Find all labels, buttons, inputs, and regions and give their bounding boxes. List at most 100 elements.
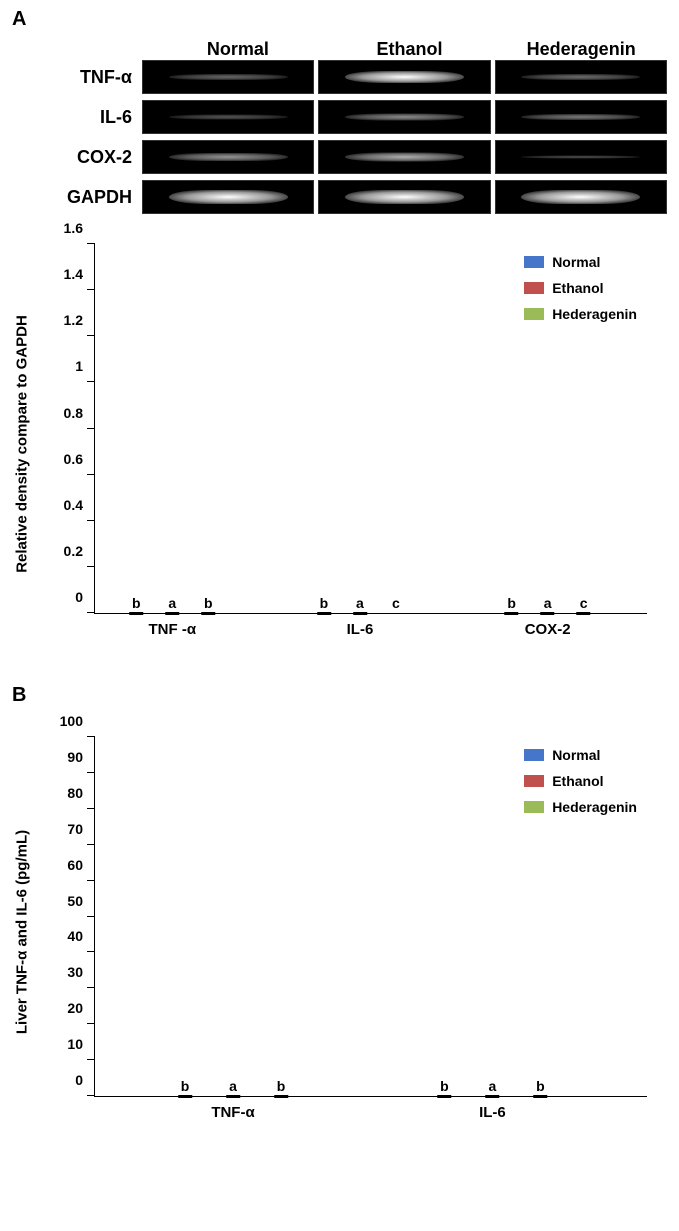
y-tick [87, 951, 95, 952]
significance-label: a [229, 1078, 237, 1094]
y-tick-label: 0.8 [64, 405, 95, 421]
panel-b-label: B [12, 684, 667, 707]
gel-lane [142, 140, 314, 174]
gel-row-label: COX-2 [42, 147, 142, 168]
legend-item: Hederagenin [524, 799, 637, 815]
gel-band [345, 153, 464, 162]
gel-band [169, 153, 288, 161]
gel-band [169, 190, 288, 204]
chart-b-legend: Normal Ethanol Hederagenin [524, 747, 637, 825]
y-tick [87, 772, 95, 773]
y-tick-label: 0.4 [64, 497, 95, 513]
legend-label: Ethanol [552, 280, 603, 296]
y-tick-label: 1 [75, 358, 95, 374]
y-tick-label: 100 [60, 713, 95, 729]
y-tick [87, 808, 95, 809]
significance-label: b [204, 595, 213, 611]
y-tick-label: 50 [67, 893, 95, 909]
gel-lane [495, 180, 667, 214]
significance-label: a [356, 595, 364, 611]
y-tick [87, 428, 95, 429]
gel-lane [318, 140, 490, 174]
panel-a: A Normal Ethanol Hederagenin TNF-αIL-6CO… [12, 8, 667, 654]
y-tick-label: 60 [67, 857, 95, 873]
significance-label: b [440, 1078, 449, 1094]
gel-row: COX-2 [42, 140, 667, 174]
y-tick [87, 1095, 95, 1096]
gel-lane [142, 100, 314, 134]
y-tick [87, 243, 95, 244]
x-category-label: IL-6 [479, 1096, 506, 1121]
y-tick [87, 916, 95, 917]
y-tick-label: 20 [67, 1000, 95, 1016]
y-tick-label: 0 [75, 1072, 95, 1088]
gel-row-label: TNF-α [42, 67, 142, 88]
gel-lane [142, 180, 314, 214]
legend-item: Ethanol [524, 773, 637, 789]
y-tick [87, 612, 95, 613]
gel-band [169, 115, 288, 120]
y-tick-label: 70 [67, 821, 95, 837]
x-category-label: TNF -α [148, 613, 196, 638]
gel-band [521, 114, 640, 120]
gel-lanes [142, 180, 667, 214]
legend-label: Hederagenin [552, 799, 637, 815]
y-tick-label: 10 [67, 1036, 95, 1052]
legend-swatch [524, 775, 544, 787]
chart-a-ylabel: Relative density compare to GAPDH [14, 315, 31, 573]
gel-band [345, 190, 464, 204]
legend-item: Normal [524, 254, 637, 270]
y-tick [87, 289, 95, 290]
y-tick [87, 736, 95, 737]
y-tick [87, 335, 95, 336]
legend-item: Hederagenin [524, 306, 637, 322]
y-tick [87, 566, 95, 567]
chart-a-plot: NormalEthanolHederagenin 00.20.40.60.811… [94, 244, 647, 614]
gel-lane [318, 180, 490, 214]
gel-band [521, 156, 640, 159]
gel-lanes [142, 140, 667, 174]
significance-label: a [544, 595, 552, 611]
legend-label: Normal [552, 747, 600, 763]
gel-lane [142, 60, 314, 94]
chart-b: Liver TNF-α and IL-6 (pg/mL) NormalEthan… [32, 727, 667, 1137]
y-tick-label: 40 [67, 928, 95, 944]
significance-label: c [392, 595, 400, 611]
y-tick [87, 474, 95, 475]
chart-b-ylabel: Liver TNF-α and IL-6 (pg/mL) [14, 830, 31, 1034]
y-tick [87, 381, 95, 382]
significance-label: b [320, 595, 329, 611]
y-tick-label: 80 [67, 785, 95, 801]
y-tick-label: 1.4 [64, 266, 95, 282]
legend-item: Ethanol [524, 280, 637, 296]
x-category-label: IL-6 [347, 613, 374, 638]
significance-label: b [132, 595, 141, 611]
gel-band [521, 74, 640, 80]
legend-swatch [524, 308, 544, 320]
gel-lane [495, 100, 667, 134]
x-category-label: COX-2 [525, 613, 571, 638]
gel-lane [495, 140, 667, 174]
y-tick [87, 880, 95, 881]
gel-band [345, 71, 464, 83]
gel-band [169, 74, 288, 80]
legend-swatch [524, 749, 544, 761]
y-tick [87, 987, 95, 988]
legend-swatch [524, 801, 544, 813]
gel-lane [318, 60, 490, 94]
significance-label: c [580, 595, 588, 611]
y-tick-label: 1.6 [64, 220, 95, 236]
y-tick-label: 0.6 [64, 451, 95, 467]
y-tick-label: 90 [67, 749, 95, 765]
significance-label: a [489, 1078, 497, 1094]
y-tick-label: 1.2 [64, 312, 95, 328]
significance-label: a [168, 595, 176, 611]
legend-swatch [524, 256, 544, 268]
gel-row: TNF-α [42, 60, 667, 94]
y-tick [87, 1023, 95, 1024]
gel-lanes [142, 100, 667, 134]
y-tick [87, 520, 95, 521]
gel-image: Normal Ethanol Hederagenin TNF-αIL-6COX-… [42, 39, 667, 214]
chart-b-plot: NormalEthanolHederagenin 010203040506070… [94, 737, 647, 1097]
significance-label: b [181, 1078, 190, 1094]
